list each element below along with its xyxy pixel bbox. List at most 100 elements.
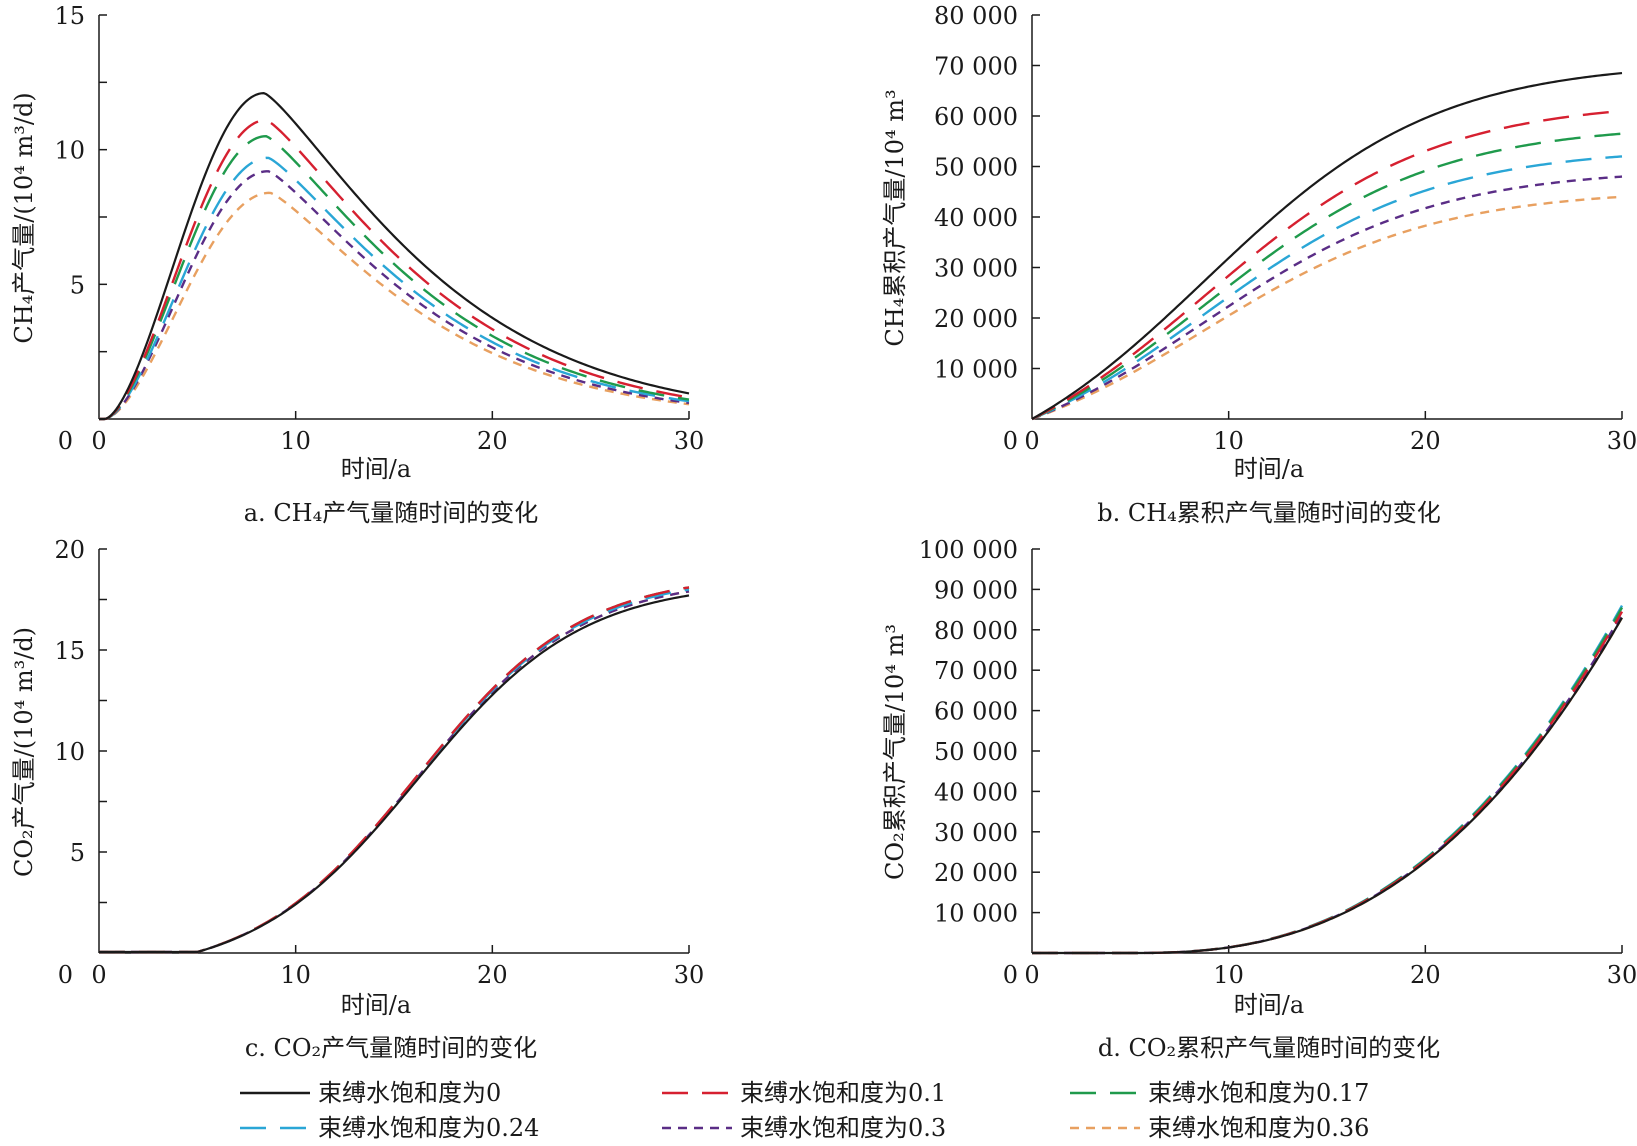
x-tick-label: 10 xyxy=(280,961,311,989)
y-tick-label: 80 000 xyxy=(934,617,1018,645)
series-line-3 xyxy=(99,588,690,954)
y-tick-label: 30 000 xyxy=(934,255,1018,283)
series-line-2 xyxy=(1031,132,1623,421)
series-line-3 xyxy=(99,156,690,421)
x-tick-label: 0 xyxy=(1024,961,1039,989)
series-line-1 xyxy=(1032,611,1624,955)
y-tick-label: 20 000 xyxy=(934,305,1018,333)
x-axis-title-a: 时间/a xyxy=(341,455,411,483)
series-line-4 xyxy=(99,170,690,421)
y-tick-label: 60 000 xyxy=(934,698,1018,726)
y-tick-label: 40 000 xyxy=(934,204,1018,232)
y-tick-label: 80 000 xyxy=(934,2,1018,30)
legend-item-4: 束缚水饱和度为0.3 xyxy=(662,1114,946,1142)
series-line-0 xyxy=(1032,617,1623,955)
x-axis-title-b: 时间/a xyxy=(1234,455,1304,483)
x-tick-label: 10 xyxy=(280,427,311,455)
y-axis-title-c: CO₂产气量/(10⁴ m³/d) xyxy=(10,627,38,877)
series-line-5 xyxy=(1032,617,1624,955)
series-line-0 xyxy=(99,594,690,954)
y-tick-label: 0 xyxy=(58,961,73,989)
x-axis-title-c: 时间/a xyxy=(341,991,411,1019)
panel-c-co2-rate: 0 10 20 30 0 5 10 15 20 时间/a CO₂产气量/(10⁴ m³/d) c… xyxy=(10,536,704,1062)
legend-item-5: 束缚水饱和度为0.36 xyxy=(1070,1114,1369,1142)
plot-area-b: 0 10 20 30 10 000 20 000 30 000 40 000 50 000 60 … xyxy=(934,2,1637,455)
x-tick-label: 10 xyxy=(1213,427,1244,455)
series-line-4 xyxy=(1032,613,1624,955)
x-tick-label: 0 xyxy=(91,427,106,455)
plot-area-d: 0 10 20 30 10 000 20 000 30 000 40 000 50 000 60 … xyxy=(919,536,1637,989)
y-tick-label: 90 000 xyxy=(934,576,1018,604)
y-tick-label: 0 xyxy=(1003,961,1018,989)
series-line-3 xyxy=(1032,604,1624,955)
plot-area-a: 0 10 20 30 0 5 10 15 xyxy=(54,2,704,455)
legend-label-1: 束缚水饱和度为0.1 xyxy=(740,1079,946,1107)
x-axis-title-d: 时间/a xyxy=(1234,991,1304,1019)
y-tick-label: 50 000 xyxy=(934,738,1018,766)
series-line-1 xyxy=(1031,109,1623,421)
series-line-4 xyxy=(99,590,690,954)
series-line-1 xyxy=(99,118,690,421)
y-tick-label: 70 000 xyxy=(934,53,1018,81)
series-line-5 xyxy=(99,191,690,421)
x-tick-label: 20 xyxy=(477,961,508,989)
panel-a-ch4-rate: 0 10 20 30 0 5 10 15 时间/a CH₄产气量/(10⁴ m³/d) a. … xyxy=(10,2,704,527)
y-tick-label: 0 xyxy=(58,427,73,455)
legend-label-3: 束缚水饱和度为0.24 xyxy=(318,1114,539,1142)
panel-d-co2-cumulative: 0 10 20 30 10 000 20 000 30 000 40 000 50 000 60 … xyxy=(881,536,1637,1062)
y-tick-label: 70 000 xyxy=(934,657,1018,685)
y-tick-label: 50 000 xyxy=(934,154,1018,182)
series-line-2 xyxy=(99,134,690,421)
series-line-5 xyxy=(1031,195,1623,421)
series-line-0 xyxy=(1031,71,1623,420)
legend-item-0: 束缚水饱和度为0 xyxy=(240,1079,501,1107)
y-tick-label: 40 000 xyxy=(934,778,1018,806)
plot-area-c: 0 10 20 30 0 5 10 15 20 xyxy=(54,536,704,989)
legend: 束缚水饱和度为0 束缚水饱和度为0.1 束缚水饱和度为0.17 束缚水饱和度为0… xyxy=(240,1079,1369,1142)
y-tick-label: 5 xyxy=(70,271,85,299)
y-tick-label: 10 000 xyxy=(934,900,1018,928)
series-line-4 xyxy=(1031,175,1623,421)
x-tick-label: 30 xyxy=(674,427,705,455)
x-tick-label: 30 xyxy=(1607,961,1637,989)
y-tick-label: 20 xyxy=(54,536,85,564)
series-line-0 xyxy=(99,91,690,421)
y-tick-label: 15 xyxy=(54,2,85,30)
x-tick-label: 0 xyxy=(1024,427,1039,455)
x-tick-label: 20 xyxy=(477,427,508,455)
x-tick-label: 10 xyxy=(1213,961,1244,989)
y-tick-label: 10 xyxy=(54,137,85,165)
legend-label-5: 束缚水饱和度为0.36 xyxy=(1148,1114,1369,1142)
legend-label-0: 束缚水饱和度为0 xyxy=(318,1079,501,1107)
y-axis-title-b: CH₄累积产气量/10⁴ m³ xyxy=(881,89,909,346)
y-tick-label: 15 xyxy=(54,637,85,665)
x-tick-label: 0 xyxy=(91,961,106,989)
y-tick-label: 0 xyxy=(1003,427,1018,455)
legend-label-2: 束缚水饱和度为0.17 xyxy=(1148,1079,1369,1107)
y-tick-label: 100 000 xyxy=(919,536,1018,564)
caption-b: b. CH₄累积产气量随时间的变化 xyxy=(1097,499,1441,527)
x-tick-label: 20 xyxy=(1410,961,1441,989)
y-tick-label: 20 000 xyxy=(934,859,1018,887)
legend-item-3: 束缚水饱和度为0.24 xyxy=(240,1114,539,1142)
series-line-5 xyxy=(99,590,690,954)
series-line-2 xyxy=(99,586,690,954)
caption-a: a. CH₄产气量随时间的变化 xyxy=(244,499,538,527)
x-tick-label: 30 xyxy=(1607,427,1637,455)
legend-item-1: 束缚水饱和度为0.1 xyxy=(662,1079,946,1107)
x-tick-label: 20 xyxy=(1410,427,1441,455)
y-tick-label: 30 000 xyxy=(934,819,1018,847)
series-line-2 xyxy=(1032,606,1624,955)
x-tick-label: 30 xyxy=(674,961,705,989)
y-tick-label: 10 000 xyxy=(934,356,1018,384)
series-line-1 xyxy=(99,586,690,954)
legend-item-2: 束缚水饱和度为0.17 xyxy=(1070,1079,1369,1107)
caption-d: d. CO₂累积产气量随时间的变化 xyxy=(1098,1034,1440,1062)
panel-b-ch4-cumulative: 0 10 20 30 10 000 20 000 30 000 40 000 50 000 60 … xyxy=(881,2,1637,527)
y-tick-label: 5 xyxy=(70,839,85,867)
caption-c: c. CO₂产气量随时间的变化 xyxy=(245,1034,537,1062)
legend-label-4: 束缚水饱和度为0.3 xyxy=(740,1114,946,1142)
y-tick-label: 10 xyxy=(54,738,85,766)
y-axis-title-d: CO₂累积产气量/10⁴ m³ xyxy=(881,624,909,880)
